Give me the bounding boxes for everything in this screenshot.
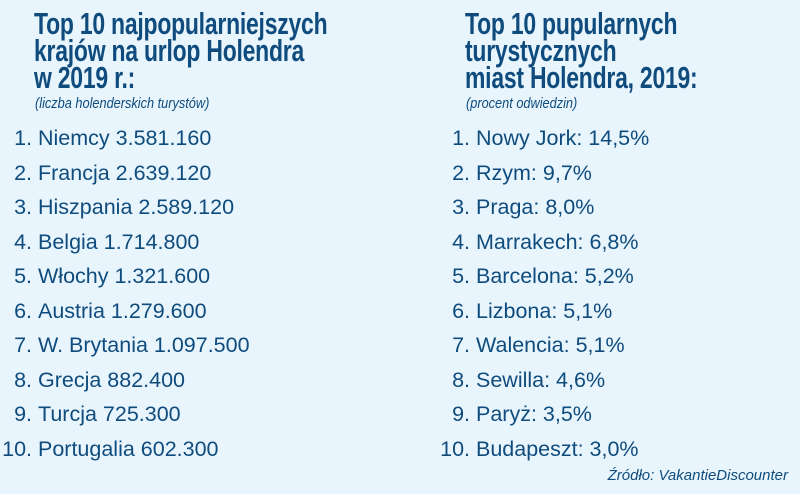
title-line: w 2019 r.: [34,60,136,95]
item-text: Barcelona: 5,2% [476,264,634,288]
list-item: 8. Sewilla: 4,6% [438,363,649,398]
item-text: Walencia: 5,1% [476,333,625,357]
rank: 7. [452,333,470,357]
title-line: Top 10 najpopularniejszych [34,6,328,41]
rank: 5. [452,264,470,288]
item-text: Austria 1.279.600 [38,298,207,323]
rank: 4. [452,229,470,254]
title-line: krajów na urlop Holendra [34,33,305,68]
rank: 8. [14,367,32,392]
list-item: 7. W. Brytania 1.097.500 [0,328,250,363]
rank: 9. [14,402,32,426]
list-item: 1. Niemcy 3.581.160 [0,121,250,156]
cities-list: 1. Nowy Jork: 14,5% 2. Rzym: 9,7% 3. Praga: 8… [438,121,649,466]
rank: 3. [452,195,470,219]
rank: 1. [452,126,470,150]
rank: 2. [452,160,470,185]
rank: 2. [14,160,32,185]
title-line: miast Holendra, 2019: [465,60,698,95]
item-text: Belgia 1.714.800 [38,229,200,254]
list-item: 6. Austria 1.279.600 [0,294,250,329]
list-item: 5. Włochy 1.321.600 [0,259,250,294]
rank: 6. [452,298,470,323]
item-text: Lizbona: 5,1% [476,298,613,323]
rank: 3. [14,195,32,219]
item-text: W. Brytania 1.097.500 [38,333,250,357]
list-item: 8. Grecja 882.400 [0,363,250,398]
left-title: Top 10 najpopularniejszych krajów na url… [34,6,328,95]
rank: 1. [14,126,32,150]
list-item: 2. Francja 2.639.120 [0,156,250,191]
list-item: 2. Rzym: 9,7% [438,156,649,191]
list-item: 5. Barcelona: 5,2% [438,259,649,294]
item-text: Nowy Jork: 14,5% [476,126,650,150]
list-item: 4. Belgia 1.714.800 [0,225,250,260]
list-item: 6. Lizbona: 5,1% [438,294,649,329]
item-text: Marrakech: 6,8% [476,229,639,254]
item-text: Portugalia 602.300 [38,436,219,461]
countries-list: 1. Niemcy 3.581.160 2. Francja 2.639.120 3. H… [0,121,250,467]
item-text: Francja 2.639.120 [38,160,212,185]
rank: 10. [440,436,470,461]
item-text: Hiszpania 2.589.120 [38,195,235,219]
list-item: 10. Budapeszt: 3,0% [438,432,649,467]
list-item: 9. Paryż: 3,5% [438,397,649,432]
item-text: Praga: 8,0% [476,195,595,219]
list-item: 4. Marrakech: 6,8% [438,225,649,260]
right-title: Top 10 pupularnych turystycznych miast H… [465,6,698,95]
list-item: 3. Hiszpania 2.589.120 [0,190,250,225]
list-item: 9. Turcja 725.300 [0,397,250,432]
list-item: 3. Praga: 8,0% [438,190,649,225]
right-subtitle: (procent odwiedzin) [466,95,578,112]
item-text: Sewilla: 4,6% [476,367,606,392]
item-text: Turcja 725.300 [38,402,181,426]
list-item: 10. Portugalia 602.300 [0,432,250,467]
item-text: Niemcy 3.581.160 [38,126,212,150]
item-text: Włochy 1.321.600 [38,264,211,288]
rank: 10. [2,436,32,461]
rank: 7. [14,333,32,357]
rank: 9. [452,402,470,426]
list-item: 7. Walencia: 5,1% [438,328,649,363]
rank: 6. [14,298,32,323]
rank: 5. [14,264,32,288]
item-text: Paryż: 3,5% [476,402,592,426]
rank: 8. [452,367,470,392]
item-text: Grecja 882.400 [38,367,186,392]
source-note: Źródło: VakantieDiscounter [607,467,788,484]
left-subtitle: (liczba holenderskich turystów) [35,95,210,112]
item-text: Rzym: 9,7% [476,160,592,185]
rank: 4. [14,229,32,254]
list-item: 1. Nowy Jork: 14,5% [438,121,649,156]
title-line: Top 10 pupularnych [465,6,678,41]
item-text: Budapeszt: 3,0% [476,436,639,461]
title-line: turystycznych [465,33,617,68]
